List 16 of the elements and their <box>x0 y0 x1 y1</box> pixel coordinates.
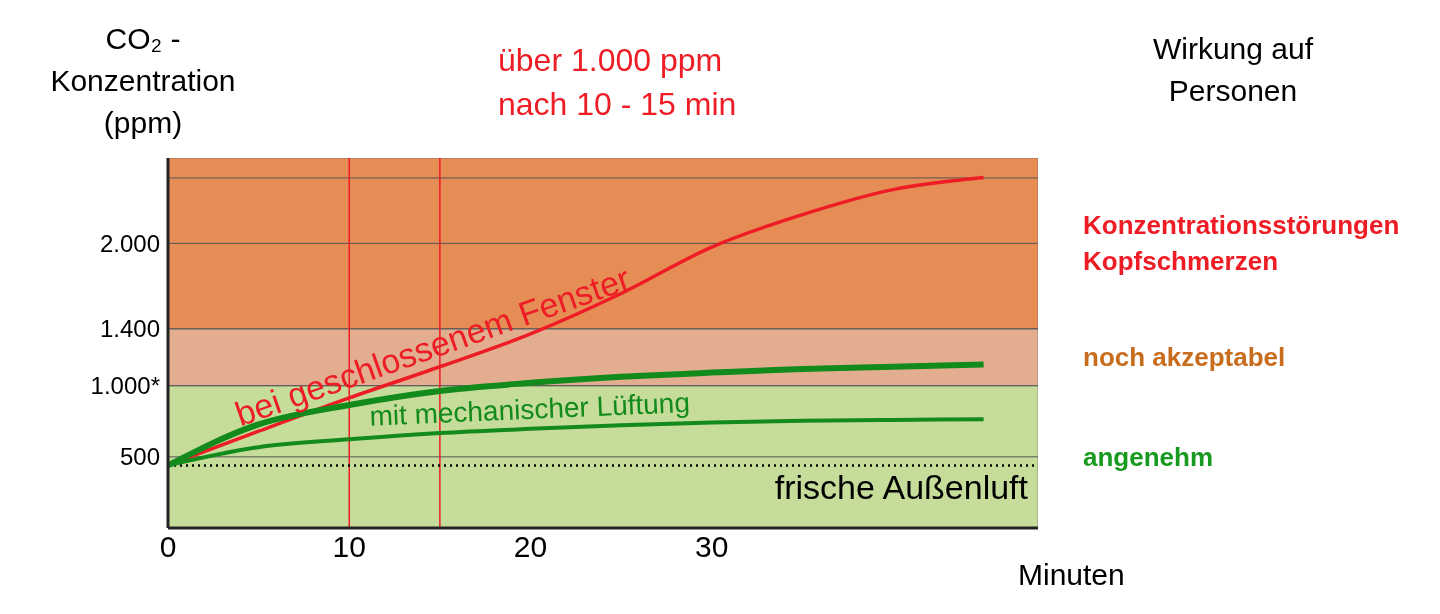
band-label: angenehm <box>1083 440 1215 474</box>
x-tick-label: 30 <box>695 530 729 564</box>
y-axis-title: CO₂ - Konzentration (ppm) <box>49 21 237 141</box>
x-tick-label: 10 <box>332 530 366 564</box>
y-tick-label: 2.000 <box>99 229 160 257</box>
ref-line-label: frische Außenluft <box>774 468 1029 507</box>
y-tick-label: 1.400 <box>99 315 160 343</box>
text: über 1.000 ppm nach 10 - 15 min <box>498 41 738 124</box>
band-label: Konzentrationsstörungen Kopfschmerzen <box>1083 209 1401 279</box>
text: Wirkung auf Personen <box>1151 31 1315 109</box>
x-axis-title: Minuten <box>1018 558 1125 592</box>
x-tick-label: 0 <box>159 530 177 564</box>
y-tick-label: 1.000* <box>90 372 160 400</box>
x-tick-label: 20 <box>513 530 548 564</box>
band-label: noch akzeptabel <box>1083 341 1287 375</box>
y-tick-label: 500 <box>119 443 160 471</box>
